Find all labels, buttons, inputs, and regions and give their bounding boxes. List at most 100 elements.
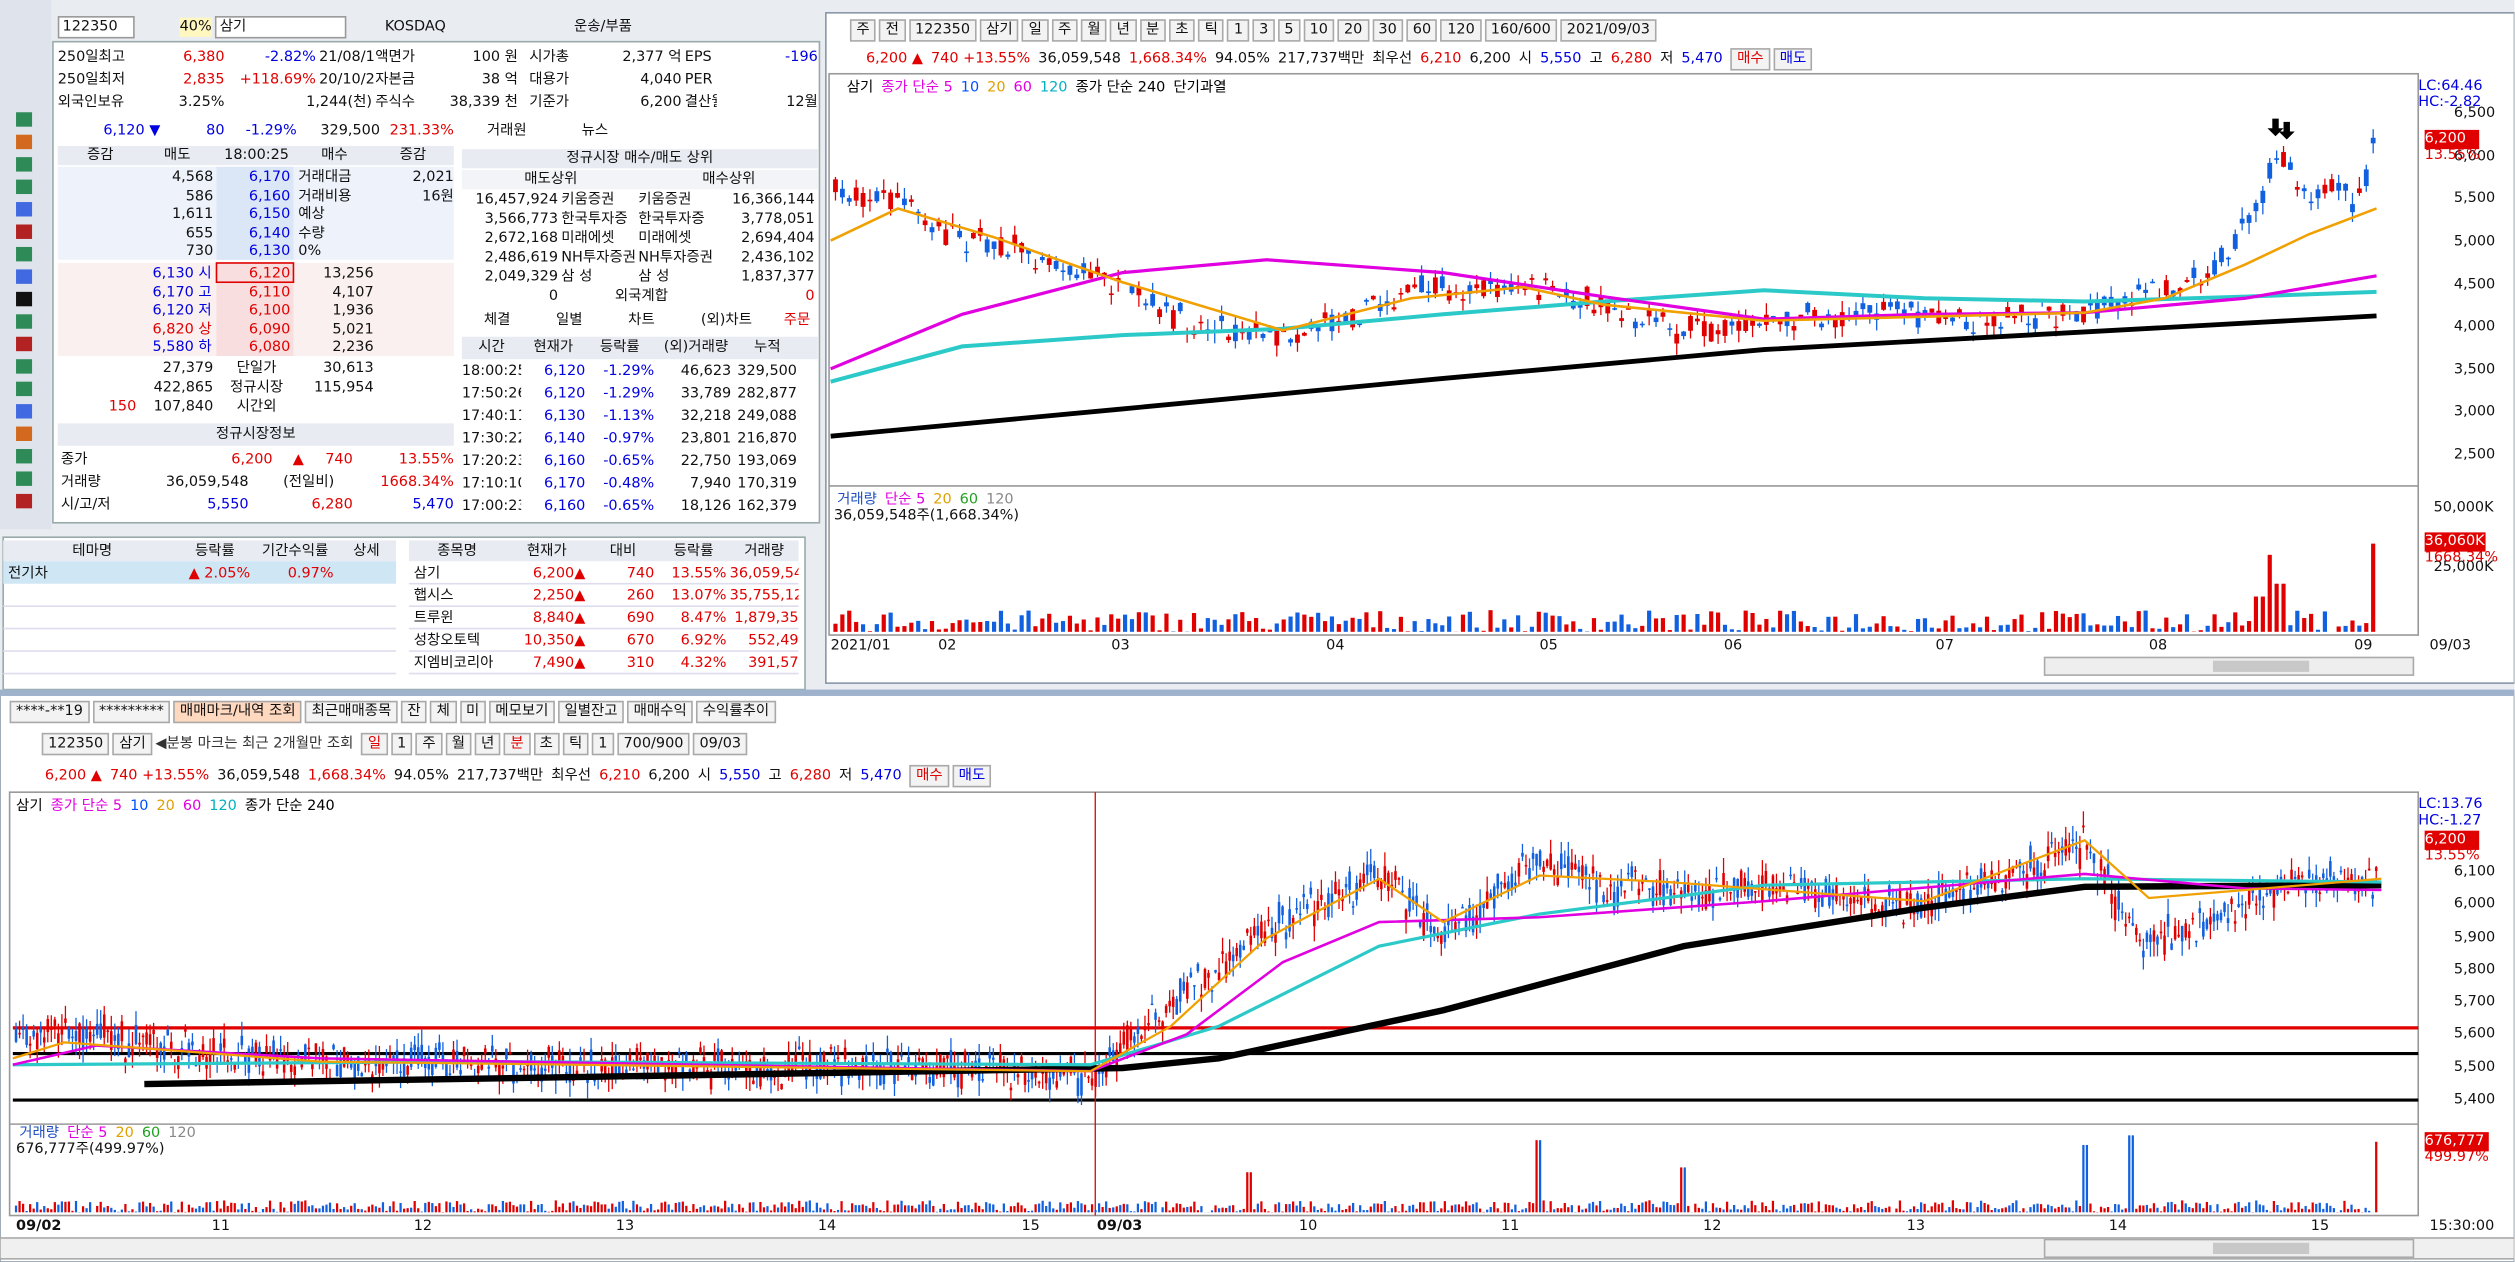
stock-cell[interactable]: 8.47% bbox=[680, 610, 727, 628]
stock-cell[interactable]: 13.07% bbox=[671, 588, 727, 605]
intraday-toolbar-item[interactable]: 삼기 bbox=[112, 732, 153, 756]
daily-toolbar-item[interactable]: 틱 bbox=[1198, 19, 1225, 42]
code-input[interactable]: 122350 bbox=[57, 16, 135, 39]
trade-toolbar-item[interactable]: 일별잔고 bbox=[558, 700, 625, 724]
intraday-toolbar-item[interactable]: 분 bbox=[503, 732, 531, 756]
info-bar-item[interactable]: 매수 bbox=[1730, 48, 1771, 71]
daily-toolbar-item[interactable]: 초 bbox=[1168, 19, 1195, 42]
stock-cell[interactable]: 740 bbox=[626, 566, 655, 583]
stock-cell[interactable]: 13.55% bbox=[671, 566, 727, 583]
daily-toolbar-item[interactable]: 160/600 bbox=[1484, 19, 1558, 42]
daily-toolbar-item[interactable]: 전 bbox=[879, 19, 906, 42]
decor bbox=[1454, 922, 1457, 931]
info-bar-item[interactable]: 매수 bbox=[909, 764, 950, 788]
stock-cell[interactable]: 삼기 bbox=[413, 566, 441, 583]
stock-cell[interactable]: 트루윈 bbox=[413, 610, 454, 628]
decor bbox=[64, 1018, 67, 1023]
stock-cell[interactable]: 391,57 bbox=[748, 655, 799, 672]
daily-toolbar-item[interactable]: 주 bbox=[849, 19, 877, 42]
trade-toolbar-item[interactable]: 수익률추이 bbox=[696, 700, 776, 724]
stock-cell[interactable]: 7,490▲ bbox=[532, 655, 586, 672]
daily-toolbar-item[interactable]: 년 bbox=[1110, 19, 1137, 42]
decor bbox=[1535, 853, 1538, 866]
daily-toolbar-item[interactable]: 삼기 bbox=[979, 19, 1020, 42]
stock-cell[interactable]: 552,49 bbox=[748, 633, 799, 650]
intraday-toolbar-item[interactable]: 일 bbox=[361, 732, 388, 756]
daily-toolbar-item[interactable]: 3 bbox=[1252, 19, 1275, 42]
intraday-toolbar-item[interactable]: 월 bbox=[445, 732, 472, 756]
stock-cell[interactable]: 4.32% bbox=[680, 655, 727, 672]
stock-cell[interactable]: 36,059,54 bbox=[729, 566, 799, 583]
stock-cell[interactable]: 8,840▲ bbox=[532, 610, 586, 628]
trade-toolbar-item[interactable]: 매매마크/내역 조회 bbox=[173, 700, 303, 724]
trade-toolbar-item[interactable]: 잔 bbox=[400, 700, 428, 724]
intraday-toolbar-item[interactable]: ◀분봉 마크는 최근 2개월만 조회 bbox=[155, 736, 354, 753]
stock-cell[interactable]: 310 bbox=[626, 655, 655, 672]
daily-toolbar-item[interactable]: 30 bbox=[1371, 19, 1404, 42]
theme-cell[interactable]: 0.97% bbox=[287, 566, 334, 583]
daily-toolbar-item[interactable]: 60 bbox=[1406, 19, 1438, 42]
intraday-toolbar-item[interactable]: 년 bbox=[474, 732, 501, 756]
daily-toolbar-item[interactable]: 10 bbox=[1303, 19, 1335, 42]
trade-toolbar-item[interactable]: 메모보기 bbox=[488, 700, 555, 724]
stock-cell[interactable]: 1,879,35 bbox=[734, 610, 799, 628]
daily-toolbar-item[interactable]: 분 bbox=[1139, 19, 1166, 42]
info-cell: 액면가 bbox=[375, 49, 416, 66]
trade-tab[interactable]: 일별 bbox=[555, 312, 583, 329]
daily-toolbar-item[interactable]: 주 bbox=[1051, 19, 1078, 42]
intraday-toolbar-item[interactable]: 1 bbox=[390, 732, 413, 756]
trade-toolbar-item[interactable]: ********* bbox=[92, 700, 171, 724]
stock-cell[interactable]: 260 bbox=[626, 588, 655, 605]
intraday-toolbar-item[interactable]: 초 bbox=[533, 732, 560, 756]
daily-toolbar-item[interactable]: 5 bbox=[1277, 19, 1300, 42]
trade-toolbar-item[interactable]: 미 bbox=[459, 700, 486, 724]
decor bbox=[1503, 882, 1507, 888]
intraday-toolbar-item[interactable]: 122350 bbox=[41, 732, 110, 756]
intraday-toolbar-item[interactable]: 틱 bbox=[562, 732, 589, 756]
stock-cell[interactable]: 670 bbox=[626, 633, 655, 650]
trade-cell: -0.48% bbox=[603, 476, 655, 493]
stock-cell[interactable]: 2,250▲ bbox=[532, 588, 586, 605]
decor bbox=[1095, 617, 1100, 632]
stock-cell[interactable]: 6,200▲ bbox=[532, 566, 586, 583]
decor bbox=[1059, 1202, 1062, 1213]
stock-cell[interactable]: 690 bbox=[626, 610, 655, 628]
stock-cell[interactable]: 지엠비코리아 bbox=[413, 655, 494, 672]
decor bbox=[1641, 1202, 1644, 1213]
intraday-toolbar-item[interactable]: 09/03 bbox=[693, 732, 748, 756]
theme-cell[interactable]: ▲ 2.05% bbox=[188, 566, 251, 583]
intraday-toolbar-item[interactable]: 1 bbox=[591, 732, 614, 756]
trade-toolbar-item[interactable]: 체 bbox=[430, 700, 457, 724]
daily-toolbar-item[interactable]: 일 bbox=[1022, 19, 1049, 42]
intraday-toolbar-item[interactable]: 주 bbox=[415, 732, 443, 756]
trade-toolbar-item[interactable]: 매매수익 bbox=[627, 700, 694, 724]
daily-toolbar-item[interactable]: 122350 bbox=[908, 19, 977, 42]
decor bbox=[1715, 877, 1718, 880]
daily-toolbar-item[interactable]: 120 bbox=[1440, 19, 1482, 42]
intraday-toolbar-item[interactable]: 700/900 bbox=[617, 732, 690, 756]
trade-tab[interactable]: 차트 bbox=[628, 312, 655, 329]
trade-toolbar-item[interactable]: 최근매매종목 bbox=[305, 700, 398, 724]
panel-tab[interactable]: 거래원 bbox=[486, 123, 527, 140]
daily-toolbar-item[interactable]: 1 bbox=[1227, 19, 1250, 42]
stock-cell[interactable]: 성창오토텍 bbox=[413, 633, 481, 650]
stock-cell[interactable]: 10,350▲ bbox=[523, 633, 586, 650]
daily-toolbar-item[interactable]: 20 bbox=[1337, 19, 1369, 42]
trade-tab[interactable]: 주문 bbox=[783, 312, 811, 329]
info-bar-item[interactable]: 매도 bbox=[952, 764, 992, 788]
info-bar-item[interactable]: 매도 bbox=[1773, 48, 1813, 71]
name-input[interactable]: 삼기 bbox=[214, 16, 347, 39]
decor bbox=[787, 1202, 790, 1213]
daily-toolbar-item[interactable]: 월 bbox=[1080, 19, 1108, 42]
stock-cell[interactable]: 6.92% bbox=[680, 633, 727, 650]
panel-tab[interactable]: 뉴스 bbox=[581, 123, 609, 140]
decor bbox=[1605, 900, 1609, 902]
trade-tab[interactable]: (외)차트 bbox=[700, 312, 752, 329]
decor bbox=[1950, 615, 1955, 632]
theme-cell[interactable]: 전기차 bbox=[8, 566, 48, 583]
daily-toolbar-item[interactable]: 2021/09/03 bbox=[1560, 19, 1657, 42]
stock-cell[interactable]: 35,755,12 bbox=[729, 588, 799, 605]
stock-cell[interactable]: 햅시스 bbox=[413, 588, 454, 605]
trade-toolbar-item[interactable]: ****-**19 bbox=[9, 700, 90, 724]
trade-tab[interactable]: 체결 bbox=[483, 312, 511, 329]
